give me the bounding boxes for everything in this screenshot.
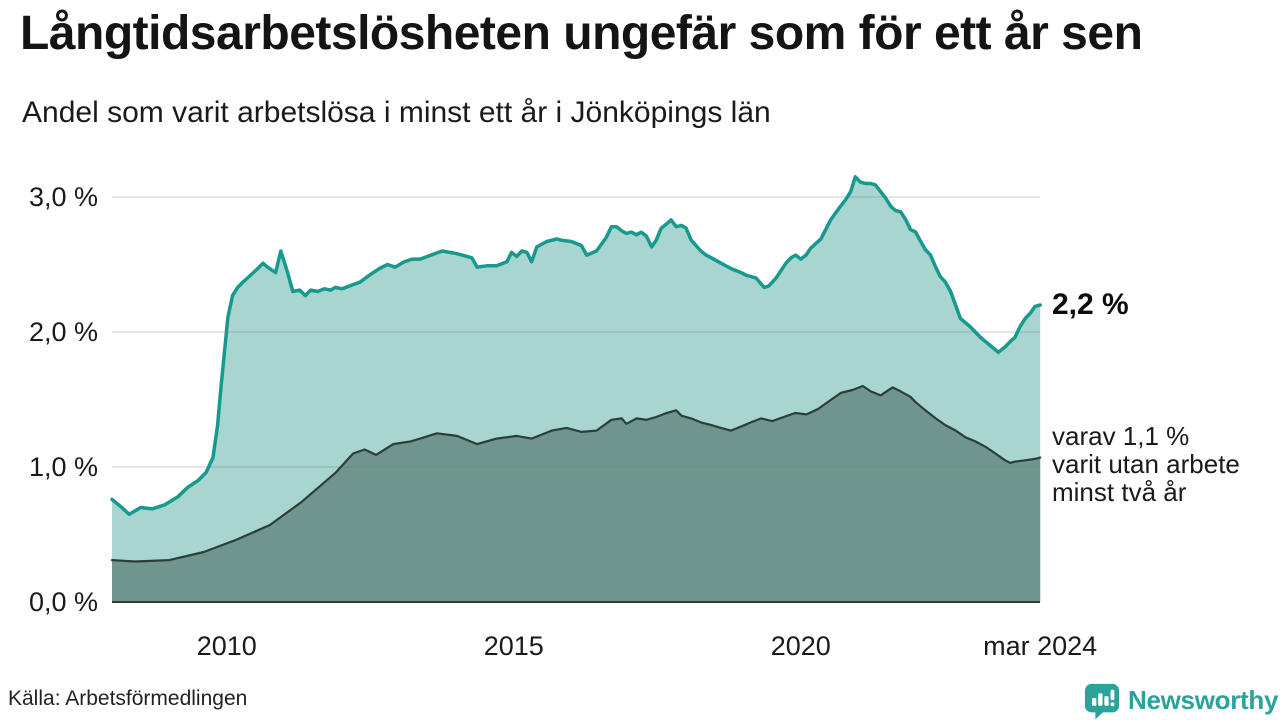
y-tick-label: 2,0 %: [28, 317, 98, 347]
latest-value-annotation: 2,2 %: [1052, 288, 1129, 321]
page-title: Långtidsarbetslösheten ungefär som för e…: [20, 7, 1143, 60]
y-tick-label: 1,0 %: [28, 452, 98, 482]
x-tick-label: 2010: [196, 631, 257, 661]
breakdown-annotation-line: varav 1,1 %: [1052, 421, 1190, 451]
brand-name: Newsworthy: [1128, 685, 1279, 715]
breakdown-annotation-line: varit utan arbete: [1052, 449, 1240, 479]
line-total: [110, 175, 1042, 517]
source-credit: Källa: Arbetsförmedlingen: [8, 687, 248, 710]
x-tick-label: 2020: [770, 631, 831, 661]
newsworthy-logo-icon: [1084, 683, 1120, 719]
x-tick-label: mar 2024: [983, 631, 1098, 661]
y-tick-label: 0,0 %: [28, 587, 98, 617]
line-two-year: [110, 384, 1042, 563]
y-tick-label: 3,0 %: [28, 182, 98, 212]
chart-subtitle: Andel som varit arbetslösa i minst ett å…: [22, 96, 771, 129]
newsworthy-logo: Newsworthy: [1083, 682, 1278, 719]
breakdown-annotation-line: minst två år: [1052, 477, 1187, 507]
x-tick-label: 2015: [483, 631, 544, 661]
breakdown-annotation: varav 1,1 % varit utan arbete minst två …: [1052, 422, 1240, 506]
area-two-year: [112, 386, 1041, 602]
